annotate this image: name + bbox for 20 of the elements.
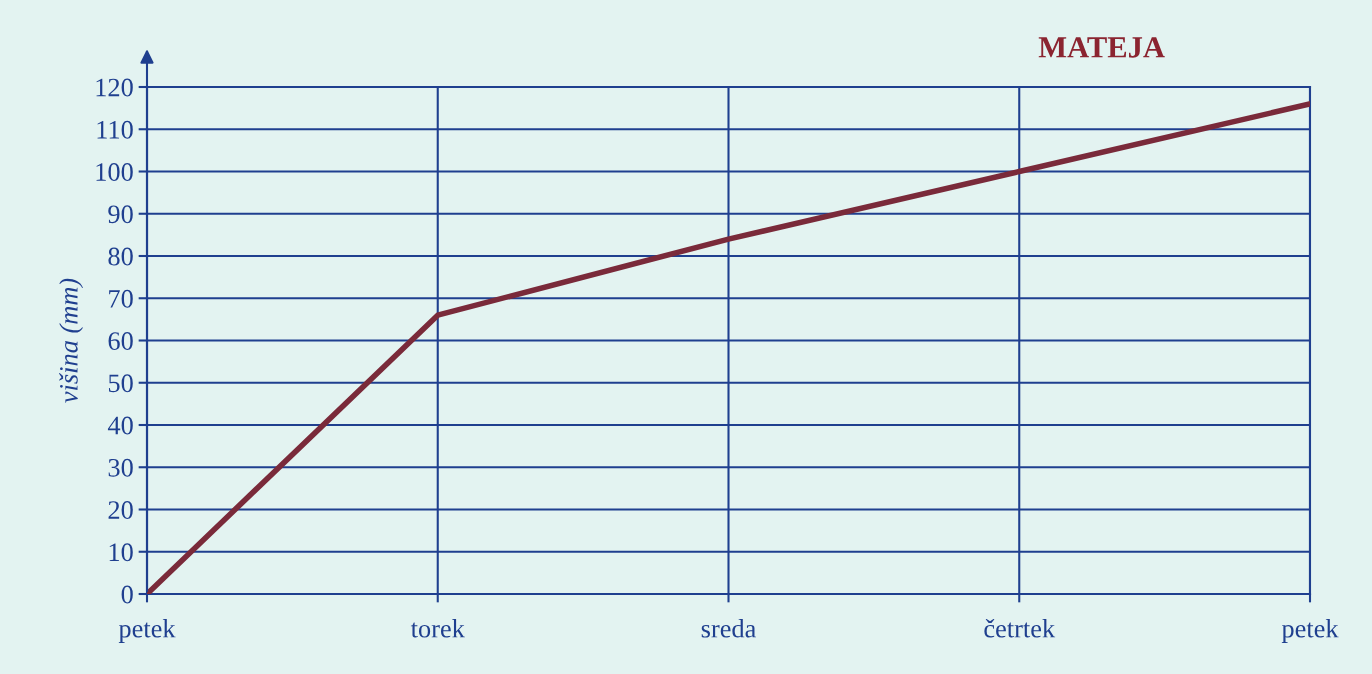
chart-title: MATEJA <box>1038 37 1165 58</box>
y-tick-label: 90 <box>108 205 133 224</box>
x-tick-label: četrtek <box>984 618 1056 638</box>
y-tick-label: 30 <box>108 458 133 477</box>
y-axis-title: višina (mm) <box>59 278 84 403</box>
y-tick-label: 100 <box>96 163 133 181</box>
y-tick-label: 0 <box>121 585 133 604</box>
y-tick-label: 20 <box>108 501 133 519</box>
y-tick-label: 70 <box>109 289 133 308</box>
y-tick-label: 10 <box>109 543 133 562</box>
y-tick-label: 40 <box>107 416 133 435</box>
y-tick-label: 80 <box>108 247 133 266</box>
y-tick-label: 50 <box>108 374 133 393</box>
x-tick-label: torek <box>410 619 465 638</box>
y-tick-label: 110 <box>97 120 133 139</box>
x-tick-label: petek <box>1281 619 1339 643</box>
x-tick-label: sreda <box>701 619 756 638</box>
y-tick-label: 120 <box>96 78 133 97</box>
y-tick-label: 60 <box>108 332 133 350</box>
x-tick-label: petek <box>118 619 176 643</box>
